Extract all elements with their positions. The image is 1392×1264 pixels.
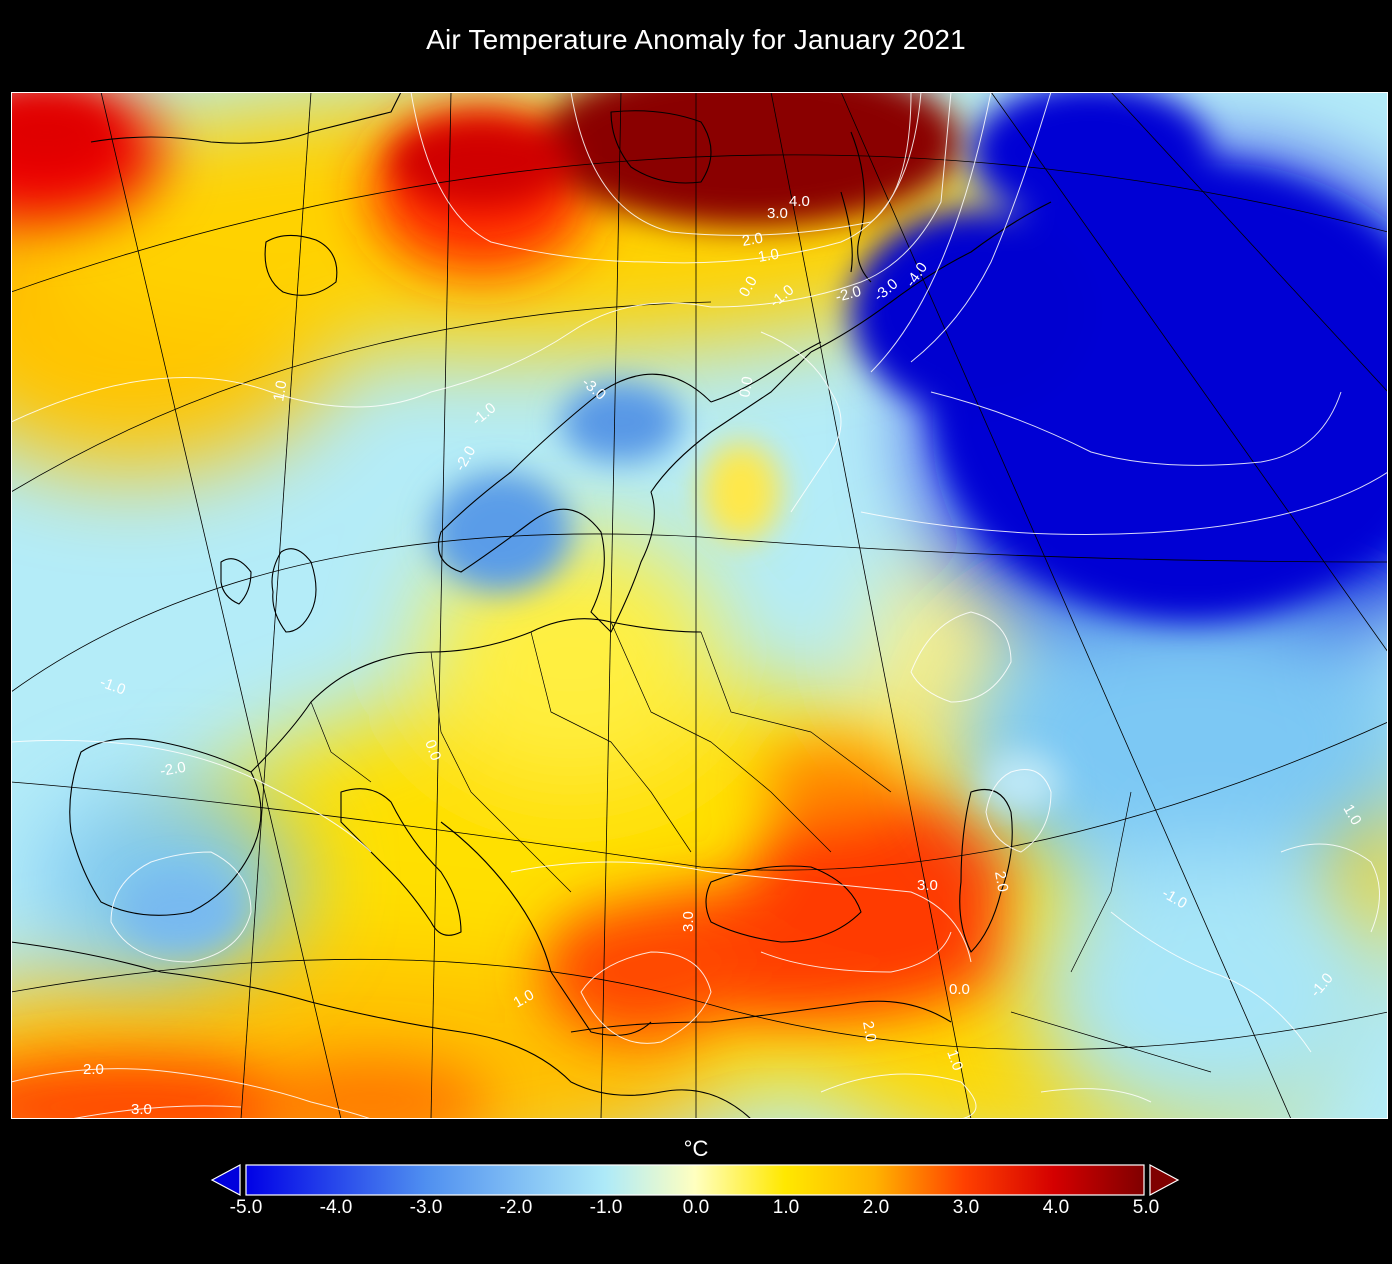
contour-label: -2.0 bbox=[159, 759, 187, 780]
contour-label: 4.0 bbox=[789, 193, 810, 210]
map-border bbox=[11, 92, 1388, 1119]
contour-label: 1.0 bbox=[943, 1048, 966, 1073]
colorbar-extend-max bbox=[1149, 1163, 1180, 1197]
scandinavia-coast bbox=[437, 351, 812, 633]
chart-title: Air Temperature Anomaly for January 2021 bbox=[426, 24, 966, 55]
contour-label: 3.0 bbox=[680, 911, 697, 932]
colorbar-tick-label: 0.0 bbox=[682, 1197, 710, 1218]
country-borders bbox=[310, 621, 1212, 1073]
colorbar-gradient bbox=[245, 1164, 1145, 1196]
contour-label: 3.0 bbox=[131, 1101, 152, 1118]
colorbar-tick-label: -3.0 bbox=[409, 1197, 443, 1218]
black-sea-coast bbox=[705, 865, 862, 943]
contour-label: 2.0 bbox=[991, 870, 1011, 893]
contour-label: 3.0 bbox=[767, 205, 788, 222]
anomaly-map: 4.0 3.0 2.0 1.0 0.0 -1.0 -2.0 -3.0 -4.0 … bbox=[11, 92, 1392, 1119]
colorbar-tick-label: 1.0 bbox=[772, 1197, 800, 1218]
iceland-coast bbox=[264, 234, 338, 296]
colorbar bbox=[210, 1160, 1182, 1240]
contour-label: 0.0 bbox=[949, 981, 970, 998]
balkans-coast bbox=[440, 821, 652, 1036]
colorbar-tick-label: -4.0 bbox=[319, 1197, 353, 1218]
british-isles-coast bbox=[220, 548, 317, 633]
contour-label: 1.0 bbox=[270, 379, 290, 402]
contour-label: 3.0 bbox=[917, 877, 938, 894]
contour-label: 1.0 bbox=[757, 246, 780, 266]
colorbar-tick-label: 5.0 bbox=[1132, 1197, 1160, 1218]
north-africa-coast bbox=[11, 941, 752, 1119]
contour-label: 0.0 bbox=[421, 738, 444, 763]
contour-label: 2.0 bbox=[741, 230, 764, 250]
caspian-coast bbox=[959, 788, 1013, 953]
colorbar-unit: °C bbox=[683, 1136, 709, 1161]
contour-lines bbox=[11, 92, 1388, 1119]
graticule bbox=[11, 92, 1388, 1119]
coastlines bbox=[11, 92, 1212, 1119]
greenland-coast bbox=[90, 92, 402, 144]
colorbar-tick-label: 3.0 bbox=[952, 1197, 980, 1218]
contour-label: -2.0 bbox=[834, 283, 863, 306]
kola-coast bbox=[710, 341, 822, 403]
contour-label: 0.0 bbox=[736, 375, 756, 398]
colorbar-tick-label: -5.0 bbox=[229, 1197, 263, 1218]
contour-label: 2.0 bbox=[859, 1020, 879, 1043]
contour-label: 2.0 bbox=[83, 1061, 104, 1078]
turkey-coast bbox=[570, 1000, 952, 1033]
russia-arctic-coast bbox=[810, 201, 1052, 353]
colorbar-tick-label: 2.0 bbox=[862, 1197, 890, 1218]
colorbar-tick-label: -2.0 bbox=[499, 1197, 533, 1218]
iberia-coast bbox=[69, 738, 262, 916]
colorbar-tick-label: -1.0 bbox=[589, 1197, 623, 1218]
svalbard-coast bbox=[610, 110, 712, 184]
colorbar-tick-label: 4.0 bbox=[1042, 1197, 1070, 1218]
colorbar-extend-min bbox=[210, 1163, 241, 1197]
italy-coast bbox=[340, 788, 462, 936]
